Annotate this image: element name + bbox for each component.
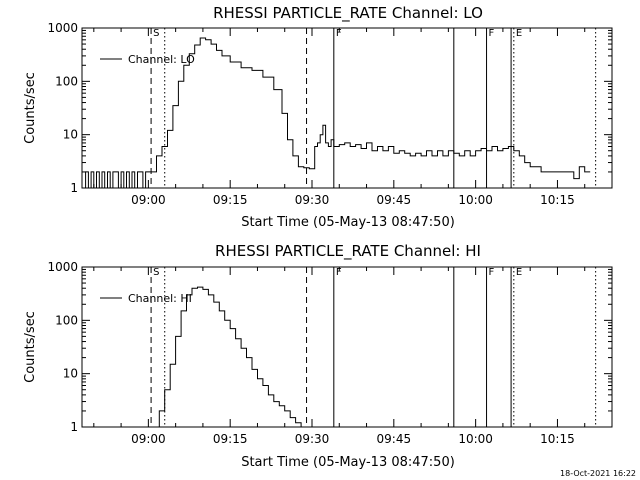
x-tick-label: 09:00 — [131, 432, 166, 446]
x-tick-label: 09:30 — [295, 193, 330, 207]
x-axis-label: Start Time (05-May-13 08:47:50) — [241, 215, 455, 230]
y-tick-label: 10 — [63, 128, 78, 142]
legend-label: Channel: HI — [128, 292, 192, 305]
timestamp: 18-Oct-2021 16:22 — [560, 469, 636, 478]
plot-frame — [81, 266, 613, 428]
y-tick-label: 10 — [63, 367, 78, 381]
x-axis-label: Start Time (05-May-13 08:47:50) — [241, 455, 455, 470]
chart-title: RHESSI PARTICLE_RATE Channel: LO — [213, 4, 483, 23]
y-tick-label: 1 — [70, 420, 78, 434]
x-tick-label: 09:45 — [377, 193, 412, 207]
y-tick-label: 1 — [70, 181, 78, 195]
y-tick-label: 1000 — [47, 260, 78, 274]
y-tick-label: 100 — [55, 313, 78, 327]
event-marker-label: S — [153, 267, 159, 278]
series-line — [153, 286, 302, 428]
chart-title: RHESSI PARTICLE_RATE Channel: HI — [215, 242, 481, 261]
x-tick-label: 10:00 — [458, 432, 493, 446]
x-tick-label: 09:30 — [295, 432, 330, 446]
event-marker-label: S — [153, 28, 159, 39]
event-marker-label: E — [516, 267, 522, 278]
x-tick-label: 09:00 — [131, 193, 166, 207]
event-marker-label: E — [516, 28, 522, 39]
x-tick-label: 10:00 — [458, 193, 493, 207]
event-marker-label: F — [336, 267, 342, 278]
event-marker-label: F — [489, 267, 495, 278]
y-axis-label: Counts/sec — [23, 72, 38, 144]
panel-lo: RHESSI PARTICLE_RATE Channel: LO Start T… — [23, 4, 613, 230]
x-tick-label: 10:15 — [540, 193, 575, 207]
y-tick-label: 1000 — [47, 21, 78, 35]
x-tick-label: 09:45 — [377, 432, 412, 446]
event-marker-label: F — [336, 28, 342, 39]
panel-hi: RHESSI PARTICLE_RATE Channel: HI Start T… — [23, 242, 613, 470]
plot-frame — [81, 27, 613, 189]
x-tick-label: 10:15 — [540, 432, 575, 446]
x-tick-label: 09:15 — [213, 432, 248, 446]
legend-label: Channel: LO — [128, 53, 195, 66]
series-line — [82, 37, 591, 189]
event-marker-label: F — [489, 28, 495, 39]
y-tick-label: 100 — [55, 74, 78, 88]
x-tick-label: 09:15 — [213, 193, 248, 207]
y-axis-label: Counts/sec — [23, 311, 38, 383]
